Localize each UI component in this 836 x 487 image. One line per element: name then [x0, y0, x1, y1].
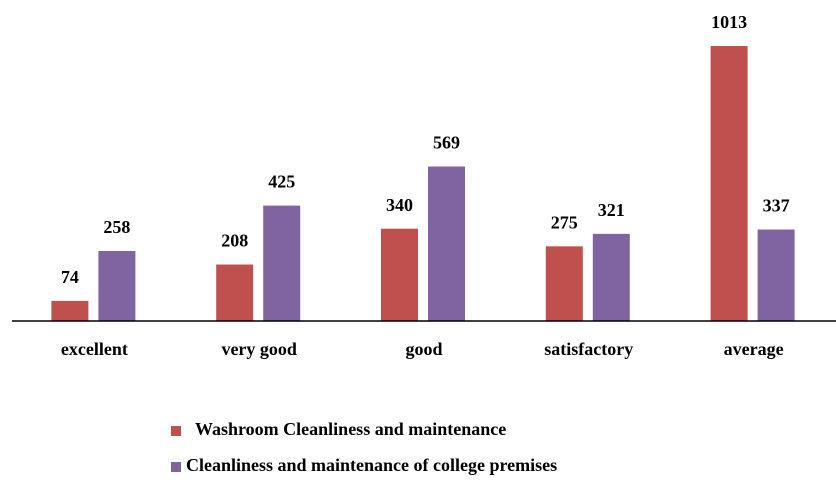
bar: [592, 233, 630, 321]
bar: [757, 229, 795, 321]
data-label: 340: [386, 195, 413, 215]
data-label: 258: [103, 217, 130, 237]
bar: [216, 264, 254, 321]
bar: [263, 205, 301, 321]
x-tick-label: excellent: [61, 339, 128, 359]
legend-swatch: [171, 426, 181, 436]
bar: [51, 300, 89, 321]
data-label: 337: [763, 196, 790, 216]
bar: [98, 250, 136, 321]
data-label: 321: [598, 200, 625, 220]
x-tick-label: average: [724, 339, 784, 359]
legend-label: Cleanliness and maintenance of college p…: [186, 455, 557, 475]
data-label: 1013: [711, 12, 747, 32]
bar: [381, 228, 418, 321]
data-label: 74: [61, 267, 79, 287]
bar: [545, 246, 583, 321]
data-label: 569: [433, 133, 460, 153]
x-tick-label: good: [405, 339, 442, 359]
bar: [428, 166, 465, 321]
legend-swatch: [171, 462, 181, 472]
legend-label: Washroom Cleanliness and maintenance: [195, 419, 506, 439]
data-label: 425: [268, 172, 295, 192]
data-label: 208: [221, 231, 248, 251]
data-label: 275: [551, 212, 578, 232]
x-tick-label: very good: [221, 339, 297, 359]
x-tick-label: satisfactory: [544, 339, 633, 359]
bar: [710, 46, 748, 321]
